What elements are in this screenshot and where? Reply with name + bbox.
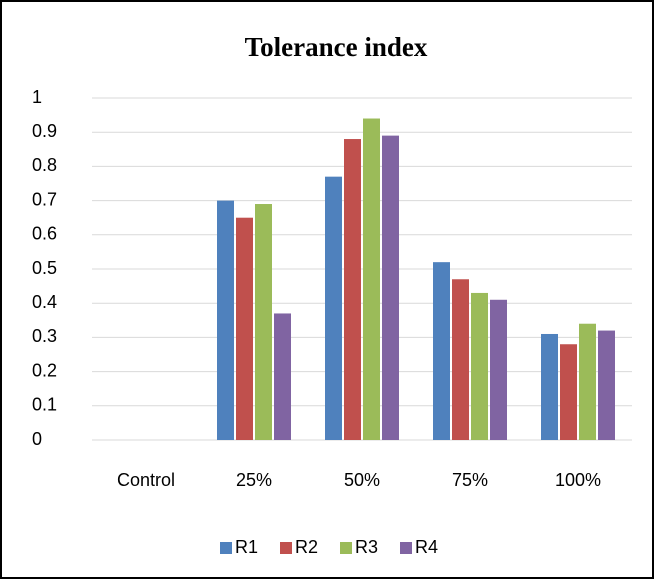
y-tick-label: 0.1: [32, 395, 57, 415]
y-tick-label: 0.6: [32, 224, 57, 244]
y-tick-label: 0.3: [32, 326, 57, 346]
bar: [344, 139, 361, 441]
legend-label: R3: [355, 537, 378, 557]
y-tick-label: 0.2: [32, 360, 57, 380]
bar: [255, 204, 272, 440]
x-tick-label: 50%: [344, 470, 380, 490]
legend-swatch: [400, 542, 412, 554]
x-tick-label: 25%: [236, 470, 272, 490]
bar: [452, 279, 469, 440]
bar: [274, 313, 291, 440]
legend-swatch: [280, 542, 292, 554]
bar: [433, 262, 450, 440]
legend-swatch: [220, 542, 232, 554]
y-tick-label: 0: [32, 429, 42, 449]
y-tick-label: 0.5: [32, 258, 57, 278]
bar: [598, 330, 615, 440]
bar: [560, 344, 577, 440]
legend-label: R4: [415, 537, 438, 557]
bar: [541, 333, 558, 440]
x-tick-label: 75%: [452, 470, 488, 490]
x-tick-label: Control: [117, 470, 175, 490]
bar: [217, 200, 234, 440]
legend-label: R2: [295, 537, 318, 557]
bar: [490, 299, 507, 440]
y-tick-label: 0.8: [32, 155, 57, 175]
bar: [236, 217, 253, 440]
bar: [579, 323, 596, 440]
legend-label: R1: [235, 537, 258, 557]
y-tick-label: 0.7: [32, 189, 57, 209]
legend-swatch: [340, 542, 352, 554]
bar: [363, 118, 380, 441]
bar: [382, 135, 399, 440]
y-tick-label: 0.4: [32, 292, 57, 312]
y-tick-label: 0.9: [32, 121, 57, 141]
x-tick-label: 100%: [555, 470, 601, 490]
bar: [471, 292, 488, 440]
y-tick-label: 1: [32, 87, 42, 107]
chart-title: Tolerance index: [245, 32, 428, 62]
bar: [325, 176, 342, 440]
